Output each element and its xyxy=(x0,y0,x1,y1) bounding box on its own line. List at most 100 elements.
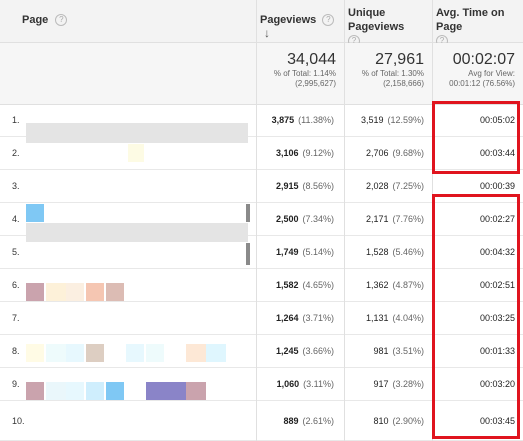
table-row[interactable]: 5. 1,749 (5.14%) 1,528 (5.46%) 00:04:32 xyxy=(0,236,523,269)
row-number: 4. xyxy=(12,214,20,224)
unique-header-label: Unique Pageviews xyxy=(348,7,405,33)
header-page[interactable]: Page ? xyxy=(0,0,256,42)
redacted-page-name xyxy=(26,204,44,222)
pageviews-value: 1,582 xyxy=(275,280,299,290)
pageviews-percent: (3.66%) xyxy=(302,346,334,356)
unique-cell: 1,362 (4.87%) xyxy=(344,269,430,302)
row-number: 8. xyxy=(12,346,20,356)
totals-pageviews-overall: (2,995,627) xyxy=(295,79,336,88)
table-row[interactable]: 2. 3,106 (9.12%) 2,706 (9.68%) 00:03:44 xyxy=(0,137,523,170)
table-row[interactable]: 6. 1,582 (4.65%) 1,362 (4.87%) 00:02:51 xyxy=(0,269,523,302)
pageviews-value: 2,500 xyxy=(275,214,299,224)
redacted-page-name xyxy=(26,382,44,400)
help-icon[interactable]: ? xyxy=(55,14,68,27)
totals-avgtime-value: 00:02:07 xyxy=(452,51,515,68)
row-number: 10. xyxy=(12,416,25,426)
totals-avgtime-label: Avg for View: xyxy=(468,69,515,78)
redacted-page-name xyxy=(26,344,44,362)
unique-percent: (4.87%) xyxy=(392,280,424,290)
redacted-page-name xyxy=(46,344,66,362)
table-row[interactable]: 9. 1,060 (3.11%) 917 (3.28%) 00:03:20 xyxy=(0,368,523,401)
redacted-page-name xyxy=(106,283,124,301)
redacted-page-name xyxy=(206,344,226,362)
unique-percent: (9.68%) xyxy=(392,148,424,158)
unique-value: 2,028 xyxy=(365,181,389,191)
unique-value: 917 xyxy=(373,379,389,389)
unique-cell: 917 (3.28%) xyxy=(344,368,430,401)
unique-value: 1,528 xyxy=(365,247,389,257)
table-header: Page ? Pageviews ? ↓ Unique Pageviews ? … xyxy=(0,0,523,48)
row-number: 9. xyxy=(12,379,20,389)
scroll-marker xyxy=(246,204,250,222)
unique-cell: 2,171 (7.76%) xyxy=(344,203,430,236)
redacted-page-name xyxy=(26,123,248,143)
avg-time-value: 00:03:45 xyxy=(479,416,515,426)
pageviews-percent: (3.71%) xyxy=(302,313,334,323)
totals-avgtime-view: 00:01:12 (76.56%) xyxy=(449,79,515,88)
redacted-page-name xyxy=(46,382,66,400)
scroll-marker xyxy=(246,243,250,265)
row-number: 1. xyxy=(12,115,20,125)
sort-descending-icon[interactable]: ↓ xyxy=(264,26,270,41)
row-number: 6. xyxy=(12,280,20,290)
unique-percent: (12.59%) xyxy=(387,115,424,125)
unique-cell: 3,519 (12.59%) xyxy=(344,104,430,137)
redacted-page-name xyxy=(46,283,66,301)
redacted-page-name xyxy=(86,344,104,362)
unique-percent: (2.90%) xyxy=(392,416,424,426)
totals-unique-value: 27,961 xyxy=(375,51,424,68)
unique-percent: (3.28%) xyxy=(392,379,424,389)
header-avg-time[interactable]: Avg. Time on Page ? xyxy=(432,0,523,48)
table-row[interactable]: 3. 2,915 (8.56%) 2,028 (7.25%) 00:00:39 xyxy=(0,170,523,203)
row-number: 2. xyxy=(12,148,20,158)
redacted-page-name xyxy=(186,344,206,362)
unique-percent: (7.25%) xyxy=(392,181,424,191)
unique-value: 810 xyxy=(373,416,389,426)
unique-value: 1,131 xyxy=(365,313,389,323)
table-row[interactable]: 1. 3,875 (11.38%) 3,519 (12.59%) 00:05:02 xyxy=(0,104,523,137)
avg-time-value: 00:02:51 xyxy=(479,280,515,290)
pageviews-percent: (5.14%) xyxy=(302,247,334,257)
unique-cell: 810 (2.90%) xyxy=(344,401,430,441)
redacted-page-name xyxy=(26,283,44,301)
table-row[interactable]: 7. 1,264 (3.71%) 1,131 (4.04%) 00:03:25 xyxy=(0,302,523,335)
pageviews-cell: 2,915 (8.56%) xyxy=(256,170,340,203)
redacted-page-name xyxy=(86,382,104,400)
pageviews-value: 1,060 xyxy=(276,379,300,389)
pageviews-value: 1,749 xyxy=(275,247,299,257)
unique-cell: 1,131 (4.04%) xyxy=(344,302,430,335)
totals-pageviews-percent: % of Total: 1.14% xyxy=(273,69,336,78)
unique-value: 2,706 xyxy=(365,148,389,158)
unique-value: 2,171 xyxy=(365,214,389,224)
unique-cell: 981 (3.51%) xyxy=(344,335,430,368)
header-unique-pageviews[interactable]: Unique Pageviews ? xyxy=(344,0,432,48)
help-icon[interactable]: ? xyxy=(322,14,335,27)
unique-cell: 1,528 (5.46%) xyxy=(344,236,430,269)
header-pageviews[interactable]: Pageviews ? ↓ xyxy=(256,0,344,42)
table-row[interactable]: 4. 2,500 (7.34%) 2,171 (7.76%) 00:02:27 xyxy=(0,203,523,236)
totals-avgtime: 00:02:07 Avg for View: 00:01:12 (76.56%) xyxy=(432,43,523,104)
redacted-page-name xyxy=(66,283,84,301)
unique-cell: 2,706 (9.68%) xyxy=(344,137,430,170)
redacted-page-name xyxy=(128,144,144,162)
totals-row: 34,044 % of Total: 1.14% (2,995,627) 27,… xyxy=(0,43,523,105)
column-divider xyxy=(344,0,345,441)
redacted-page-name xyxy=(186,382,206,400)
row-number: 3. xyxy=(12,181,20,191)
avg-time-value: 00:04:32 xyxy=(479,247,515,257)
pageviews-cell: 1,264 (3.71%) xyxy=(256,302,340,335)
pageviews-cell: 1,749 (5.14%) xyxy=(256,236,340,269)
pageviews-value: 1,264 xyxy=(275,313,299,323)
pageviews-percent: (3.11%) xyxy=(303,379,334,389)
redacted-page-name xyxy=(146,382,186,400)
unique-value: 1,362 xyxy=(365,280,389,290)
pageviews-cell: 3,106 (9.12%) xyxy=(256,137,340,170)
pageviews-percent: (8.56%) xyxy=(302,181,334,191)
table-row[interactable]: 8. 1,245 (3.66%) 981 (3.51%) 00:01:33 xyxy=(0,335,523,368)
unique-percent: (3.51%) xyxy=(392,346,424,356)
unique-percent: (4.04%) xyxy=(392,313,424,323)
pageviews-header-label: Pageviews xyxy=(260,14,317,26)
pageviews-percent: (2.61%) xyxy=(302,416,334,426)
totals-unique-percent: % of Total: 1.30% xyxy=(361,69,424,78)
